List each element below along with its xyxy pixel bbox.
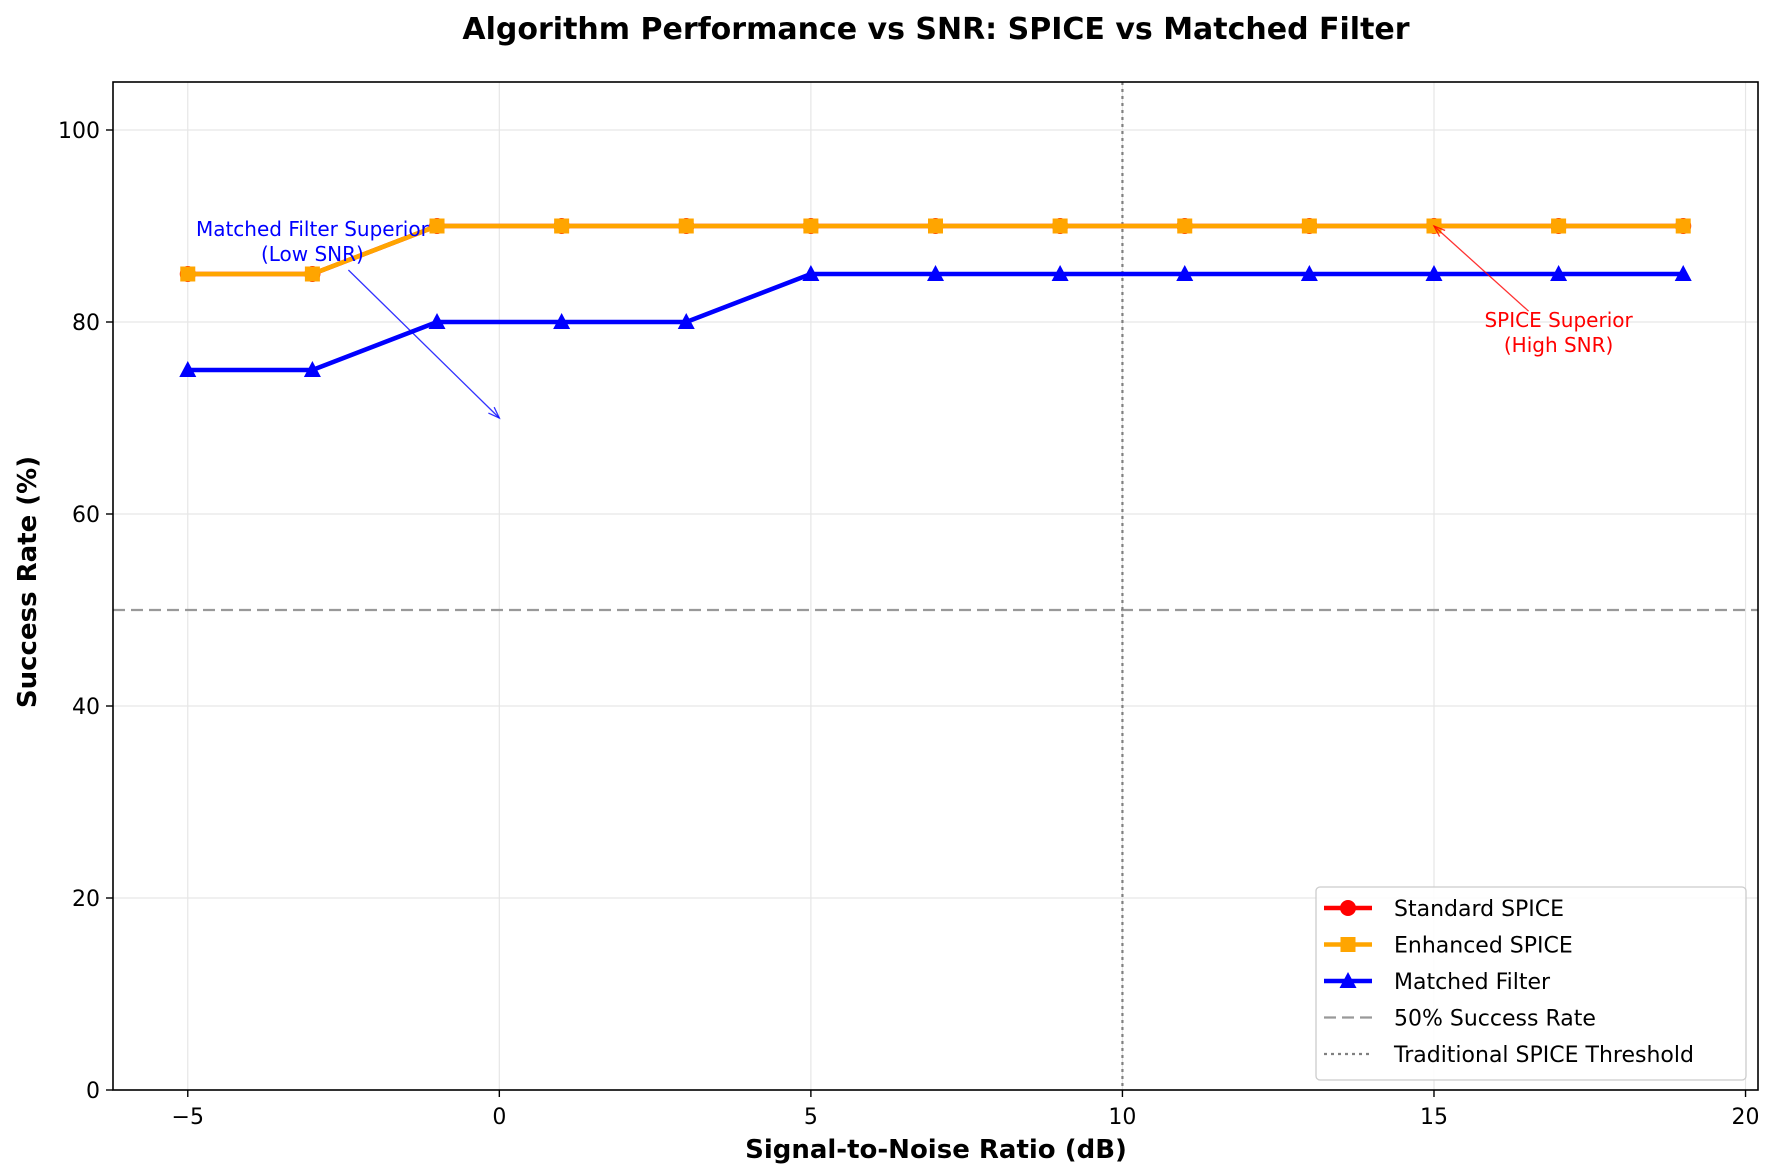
y-tick-label: 20 [72, 887, 100, 912]
y-tick-label: 80 [72, 311, 100, 336]
legend-item: 50% Success Rate [1324, 1007, 1596, 1032]
annotation-text: (High SNR) [1504, 333, 1613, 357]
legend-item: Standard SPICE [1324, 897, 1564, 922]
legend-swatch-marker [1340, 900, 1356, 916]
legend-swatch-marker [1339, 972, 1357, 988]
legend-box [1315, 886, 1747, 1081]
x-axis-label: Signal-to-Noise Ratio (dB) [745, 1135, 1127, 1165]
y-tick-label: 0 [86, 1079, 100, 1104]
data-point [303, 361, 321, 377]
data-point [1176, 265, 1194, 281]
data-point [677, 313, 695, 329]
data-point [1675, 218, 1691, 234]
legend: Standard SPICE Enhanced SPICE Matched Filt… [1315, 886, 1747, 1081]
annotation-text: Matched Filter Superior [196, 217, 430, 241]
annotation: SPICE Superior(High SNR) [1432, 224, 1633, 357]
legend-label: Standard SPICE [1394, 897, 1564, 922]
data-point [1301, 218, 1317, 234]
x-tick-label: −5 [172, 1105, 204, 1130]
data-point [1674, 265, 1692, 281]
y-tick-label: 100 [58, 119, 100, 144]
y-tick-label: 40 [72, 695, 100, 720]
x-tick-label: 15 [1420, 1105, 1448, 1130]
legend-swatch-marker [1340, 937, 1356, 952]
annotation: Matched Filter Superior(Low SNR) [196, 217, 501, 420]
x-tick-label: 5 [804, 1105, 818, 1130]
plot-frame [112, 81, 1759, 1091]
x-tick-label: 20 [1732, 1105, 1760, 1130]
data-point [1551, 218, 1567, 234]
data-point [1300, 265, 1318, 281]
annotation-text: SPICE Superior [1484, 308, 1633, 332]
series-matched-filter [179, 265, 1692, 377]
y-axis-label: Success Rate (%) [13, 456, 43, 708]
legend-item: Enhanced SPICE [1324, 934, 1573, 959]
reference-lines [113, 82, 1758, 1090]
data-point [1052, 218, 1068, 234]
data-point [553, 313, 571, 329]
data-point [803, 218, 819, 234]
data-point [928, 218, 943, 234]
data-point [678, 218, 694, 234]
annotation-arrowhead [488, 406, 501, 420]
legend-item: Traditional SPICE Threshold [1324, 1043, 1694, 1068]
x-tick-label: 0 [492, 1105, 506, 1130]
data-point [304, 266, 320, 282]
data-point [1550, 265, 1568, 281]
data-point [179, 361, 197, 377]
chart-title: Algorithm Performance vs SNR: SPICE vs M… [462, 12, 1409, 47]
legend-label: 50% Success Rate [1394, 1007, 1596, 1032]
legend-label: Matched Filter [1394, 970, 1551, 995]
data-point [180, 266, 196, 282]
data-point [1177, 218, 1193, 234]
data-point [1425, 265, 1443, 281]
data-point [1051, 265, 1069, 281]
data-point [429, 218, 445, 234]
legend-label: Traditional SPICE Threshold [1393, 1043, 1694, 1068]
annotation-arrow [1433, 225, 1530, 312]
data-point [554, 218, 570, 234]
annotations: Matched Filter Superior(Low SNR) SPICE Su… [196, 217, 1633, 420]
annotation-arrowhead [1432, 224, 1446, 237]
y-tick-label: 60 [72, 503, 100, 528]
x-axis-ticks: −5 0 5 10 15 20 [172, 1090, 1760, 1130]
annotation-text: (Low SNR) [261, 242, 364, 266]
y-axis-ticks: 0 20 40 60 80 100 [58, 119, 113, 1104]
x-tick-label: 10 [1108, 1105, 1136, 1130]
data-point [927, 265, 944, 281]
data-point [428, 313, 446, 329]
legend-label: Enhanced SPICE [1394, 934, 1573, 959]
annotation-arrow [347, 269, 500, 419]
data-point [802, 265, 820, 281]
legend-item: Matched Filter [1324, 970, 1551, 995]
